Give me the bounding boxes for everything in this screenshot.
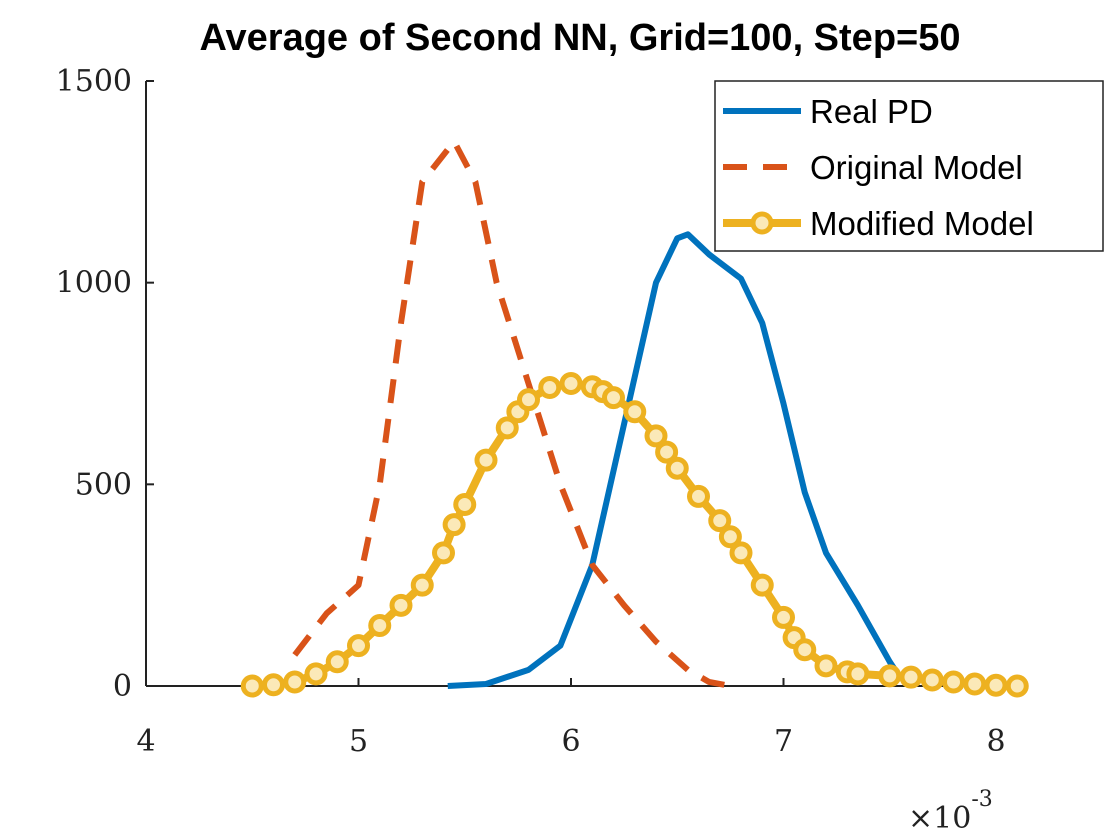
series-marker (347, 634, 370, 658)
series-marker (517, 388, 540, 412)
y-tick-label: 1000 (56, 266, 132, 301)
x-multiplier: ×10-3 (908, 787, 993, 836)
x-tick-label: 5 (349, 724, 368, 759)
series-marker (1005, 674, 1029, 698)
legend-label: Original Model (810, 149, 1023, 186)
series-marker (602, 386, 625, 410)
series-marker (963, 672, 987, 696)
series-marker (729, 541, 753, 565)
y-tick-label: 500 (75, 467, 132, 502)
series-marker (942, 670, 965, 694)
series-marker (325, 650, 349, 674)
x-tick-label: 6 (561, 724, 580, 759)
series-marker (262, 673, 285, 697)
x-tick-label: 4 (136, 724, 155, 759)
x-tick-label: 7 (774, 724, 793, 759)
series-marker (899, 665, 923, 689)
series-marker (644, 424, 668, 448)
y-tick-label: 1500 (56, 64, 132, 99)
series-marker (240, 674, 264, 698)
series-marker (814, 654, 838, 678)
chart-title: Average of Second NN, Grid=100, Step=50 (200, 17, 961, 59)
series-marker (687, 484, 710, 508)
series-marker (623, 400, 647, 424)
series-marker (283, 670, 307, 694)
series-marker (655, 440, 679, 464)
series-marker (368, 614, 392, 637)
legend-label: Real PD (810, 93, 933, 130)
series-marker (495, 416, 519, 440)
series-marker (793, 638, 817, 662)
series-marker (538, 376, 562, 400)
series-marker (718, 525, 742, 549)
series-marker (920, 668, 944, 692)
series-marker (708, 509, 732, 533)
series-marker (304, 662, 328, 686)
legend-label: Modified Model (810, 205, 1034, 242)
series-marker (453, 493, 477, 516)
series-marker (474, 448, 498, 472)
series-marker (750, 573, 774, 597)
series-marker (665, 456, 689, 480)
series-marker (432, 541, 455, 565)
series-marker (389, 593, 413, 617)
legend-marker (750, 211, 774, 235)
x-multiplier-base: ×10 (908, 801, 971, 836)
x-multiplier-exponent: -3 (971, 787, 992, 812)
series-marker (442, 513, 466, 537)
series-marker (878, 664, 902, 688)
series-marker (772, 605, 795, 629)
series-marker (559, 372, 583, 395)
series-marker (984, 673, 1008, 697)
x-tick-label: 8 (986, 724, 1005, 759)
y-tick-label: 0 (113, 669, 132, 704)
series-marker (846, 662, 870, 686)
series-line (292, 138, 731, 689)
series-marker (410, 573, 434, 597)
series-line (447, 231, 903, 689)
